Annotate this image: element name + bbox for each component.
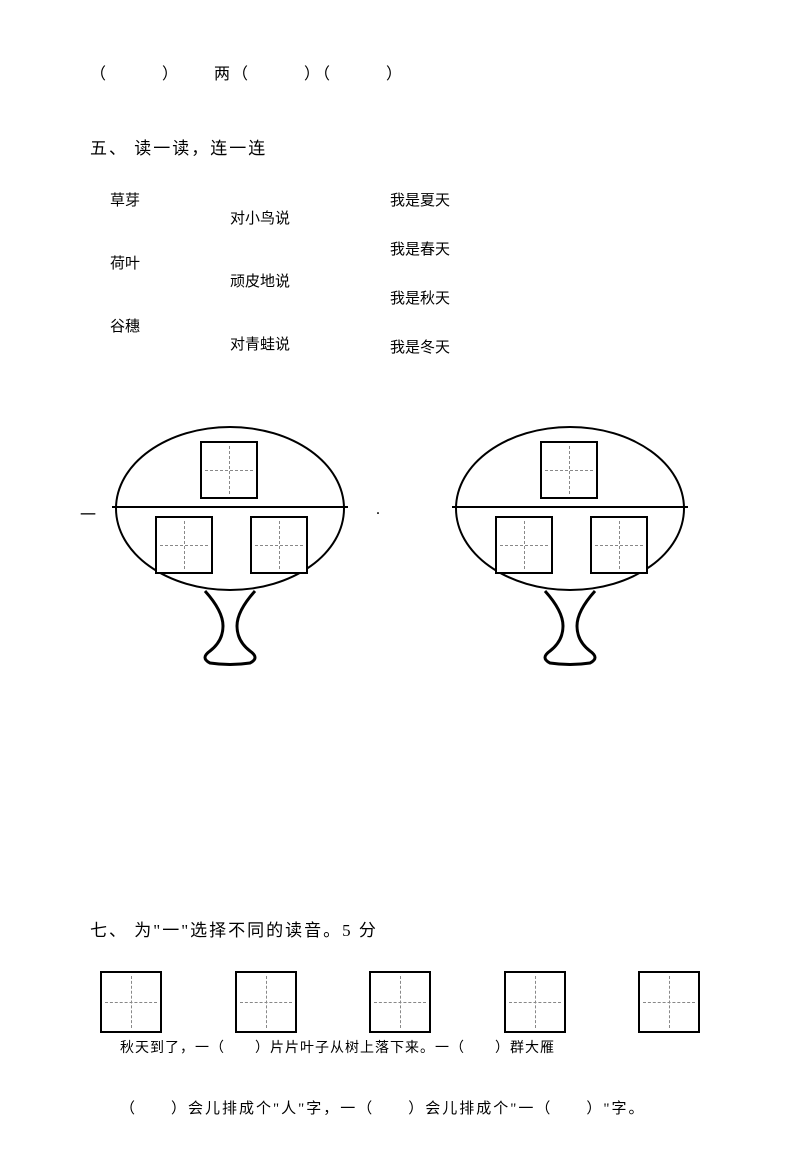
tree-hline — [112, 506, 348, 508]
char-grid-box — [504, 971, 566, 1033]
section7-boxes — [90, 971, 710, 1033]
char-grid-box — [495, 516, 553, 574]
char-grid-box — [369, 971, 431, 1033]
match-col3-item: 我是冬天 — [390, 336, 540, 357]
fill-blank-line: （ ） 两（ ）（ ） — [90, 60, 710, 84]
match-col2-item: 对小鸟说 — [230, 207, 390, 228]
char-grid-box — [540, 441, 598, 499]
tree-right — [440, 406, 700, 686]
char-grid-box — [235, 971, 297, 1033]
match-col2-item: 对青蛙说 — [230, 333, 390, 354]
char-grid-box — [200, 441, 258, 499]
match-col1-item: 草芽 — [110, 189, 230, 210]
char-grid-box — [155, 516, 213, 574]
char-grid-box — [638, 971, 700, 1033]
tree-hline — [452, 506, 688, 508]
tree-diagrams: 一 . — [90, 406, 710, 686]
match-col1-item: 谷穗 — [110, 315, 230, 336]
match-col1-item: 荷叶 — [110, 252, 230, 273]
tree-trunk — [195, 586, 265, 666]
tree-prefix-char: 一 — [80, 501, 96, 525]
section5-title: 五、 读一读，连一连 — [90, 134, 710, 159]
tree-left: 一 . — [100, 406, 360, 686]
section7-title: 七、 为"一"选择不同的读音。5 分 — [90, 916, 710, 941]
char-grid-box — [250, 516, 308, 574]
match-col3-item: 我是春天 — [390, 238, 540, 259]
section7-line1: 秋天到了，一（ ）片片叶子从树上落下来。一（ ）群大雁 — [90, 1037, 710, 1057]
char-grid-box — [590, 516, 648, 574]
match-col3-item: 我是秋天 — [390, 287, 540, 308]
match-col2-item: 顽皮地说 — [230, 270, 390, 291]
tree-dot: . — [376, 501, 380, 519]
matching-exercise: 草芽 荷叶 谷穗 对小鸟说 顽皮地说 对青蛙说 我是夏天 我是春天 我是秋天 我… — [110, 189, 710, 396]
match-col3-item: 我是夏天 — [390, 189, 540, 210]
section7-line2: （ ）会儿排成个"人"字，一（ ）会儿排成个"一（ ）"字。 — [90, 1097, 710, 1118]
section7: 七、 为"一"选择不同的读音。5 分 秋天到了，一（ ）片片叶子从树上落下来。一… — [90, 916, 710, 1118]
tree-trunk — [535, 586, 605, 666]
char-grid-box — [100, 971, 162, 1033]
